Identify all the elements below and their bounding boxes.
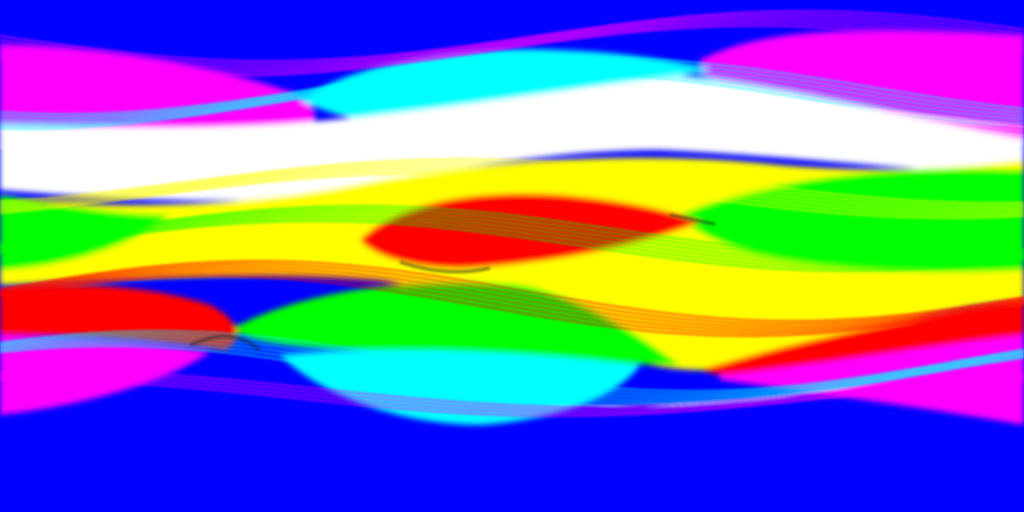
green-region-right xyxy=(680,169,1024,272)
streak-line-1 xyxy=(0,13,1024,65)
streak-line-16 xyxy=(0,113,1024,156)
streak-line-13 xyxy=(0,104,1024,147)
streak-line-25 xyxy=(0,211,1024,263)
streak-line-30 xyxy=(0,263,1024,325)
dark-seam-middle xyxy=(399,260,491,274)
streak-line-26 xyxy=(0,214,1024,266)
streak-line-5 xyxy=(0,25,1024,77)
streak-line-37 xyxy=(0,336,1024,398)
streak-line-29 xyxy=(0,260,1024,322)
streak-line-10 xyxy=(0,69,1024,127)
dark-seams xyxy=(189,213,716,352)
streak-line-35 xyxy=(0,330,1024,392)
streak-line-6 xyxy=(0,57,1024,115)
dark-seam-right xyxy=(669,213,716,226)
streak-line-4 xyxy=(0,22,1024,74)
streak-line-38 xyxy=(0,339,1024,401)
light-streaks xyxy=(0,10,1024,417)
streak-line-24 xyxy=(0,208,1024,260)
streak-line-0 xyxy=(0,10,1024,62)
streak-line-12 xyxy=(0,101,1024,144)
streak-line-14 xyxy=(0,107,1024,150)
streak-line-36 xyxy=(0,333,1024,395)
streak-line-20 xyxy=(0,167,1024,213)
streak-line-42 xyxy=(0,373,1024,411)
streak-line-8 xyxy=(0,63,1024,121)
streak-line-15 xyxy=(0,110,1024,153)
streak-line-39 xyxy=(0,342,1024,404)
streak-line-9 xyxy=(0,66,1024,124)
streak-line-27 xyxy=(0,217,1024,269)
streak-line-32 xyxy=(0,269,1024,331)
streak-line-44 xyxy=(0,379,1024,417)
streak-line-23 xyxy=(0,205,1024,257)
streak-line-43 xyxy=(0,376,1024,414)
streak-line-7 xyxy=(0,60,1024,118)
streak-line-22 xyxy=(0,173,1024,219)
streak-line-11 xyxy=(0,72,1024,130)
streak-line-17 xyxy=(0,158,1024,204)
streak-line-41 xyxy=(0,370,1024,408)
streak-line-40 xyxy=(0,345,1024,407)
streak-line-28 xyxy=(0,220,1024,272)
dark-seam-left xyxy=(189,334,261,352)
streak-line-18 xyxy=(0,161,1024,207)
streak-line-3 xyxy=(0,19,1024,71)
streak-line-34 xyxy=(0,275,1024,337)
streak-line-19 xyxy=(0,164,1024,210)
streak-line-33 xyxy=(0,272,1024,334)
streak-line-31 xyxy=(0,266,1024,328)
streak-line-2 xyxy=(0,16,1024,68)
streak-line-21 xyxy=(0,170,1024,216)
